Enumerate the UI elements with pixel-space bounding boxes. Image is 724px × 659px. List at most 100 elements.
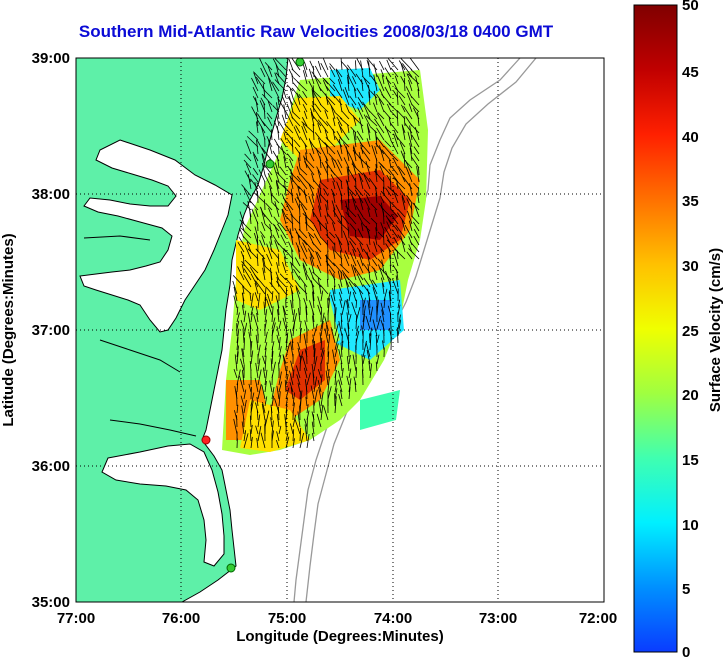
velocity-arrow bbox=[399, 142, 406, 155]
velocity-arrow bbox=[347, 188, 350, 204]
velocity-arrow bbox=[256, 312, 259, 323]
velocity-arrow bbox=[403, 115, 406, 127]
velocity-arrow bbox=[409, 58, 420, 71]
velocity-arrow bbox=[410, 123, 420, 134]
velocity-arrow bbox=[243, 274, 252, 288]
velocity-arrow bbox=[265, 286, 273, 295]
velocity-arrow bbox=[266, 136, 273, 148]
velocity-arrow bbox=[250, 312, 253, 323]
velocity-arrow bbox=[389, 122, 399, 134]
velocity-arrow bbox=[338, 393, 343, 407]
velocity-arrow bbox=[397, 304, 401, 316]
velocity-arrow bbox=[397, 299, 401, 309]
colorbar-tick: 5 bbox=[682, 581, 690, 598]
velocity-arrow bbox=[348, 291, 352, 302]
velocity-arrow bbox=[299, 432, 304, 449]
velocity-arrow bbox=[261, 121, 273, 134]
velocity-arrow bbox=[312, 432, 315, 442]
velocity-arrow bbox=[387, 58, 399, 71]
velocity-arrow bbox=[376, 315, 381, 330]
velocity-arrow bbox=[329, 231, 336, 239]
velocity-arrow bbox=[379, 165, 385, 176]
velocity-arrow bbox=[262, 355, 266, 365]
x-tick-label: 74:00 bbox=[374, 610, 412, 627]
velocity-arrow bbox=[407, 131, 413, 148]
velocity-arrow bbox=[296, 92, 301, 106]
velocity-arrow bbox=[344, 250, 350, 260]
velocity-arrow bbox=[386, 221, 392, 232]
station-hatteras[interactable] bbox=[226, 563, 236, 573]
velocity-arrow bbox=[355, 60, 357, 71]
velocity-arrow bbox=[274, 162, 280, 176]
velocity-arrow bbox=[296, 193, 301, 204]
velocity-arrow bbox=[311, 114, 322, 127]
velocity-arrow bbox=[301, 121, 315, 134]
velocity-arrow bbox=[325, 234, 336, 246]
velocity-arrow bbox=[312, 286, 315, 302]
colorbar-tick: 35 bbox=[682, 193, 699, 210]
velocity-arrow bbox=[389, 290, 392, 302]
velocity-arrow bbox=[249, 292, 252, 302]
velocity-arrow bbox=[374, 146, 378, 155]
velocity-arrow bbox=[290, 188, 294, 204]
velocity-arrow bbox=[413, 146, 420, 155]
velocity-arrow bbox=[269, 380, 273, 393]
velocity-arrow bbox=[317, 188, 322, 204]
velocity-arrow bbox=[236, 306, 239, 316]
velocity-arrow bbox=[377, 112, 385, 120]
velocity-arrow bbox=[345, 201, 350, 218]
velocity-arrow bbox=[274, 224, 280, 239]
velocity-arrow bbox=[236, 369, 241, 386]
velocity-arrow bbox=[384, 140, 392, 148]
velocity-arrow bbox=[373, 170, 385, 183]
velocity-arrow bbox=[310, 108, 315, 120]
river-line bbox=[109, 419, 197, 437]
velocity-arrow bbox=[309, 256, 315, 274]
velocity-arrow bbox=[380, 190, 392, 204]
velocity-arrow bbox=[278, 354, 282, 365]
velocity-arrow bbox=[253, 72, 259, 85]
velocity-arrow bbox=[312, 339, 315, 351]
velocity-arrow bbox=[306, 433, 310, 449]
velocity-arrow bbox=[408, 244, 413, 253]
velocity-arrow bbox=[285, 432, 289, 442]
velocity-arrow bbox=[256, 410, 259, 421]
velocity-arrow bbox=[245, 140, 252, 155]
velocity-arrow bbox=[359, 117, 364, 134]
velocity-arrow bbox=[299, 427, 302, 442]
velocity-arrow bbox=[332, 180, 336, 190]
velocity-arrow bbox=[316, 251, 322, 260]
velocity-arrow bbox=[370, 75, 378, 85]
velocity-arrow bbox=[297, 342, 301, 351]
velocity-arrow bbox=[279, 69, 287, 78]
velocity-arrow bbox=[270, 358, 273, 372]
velocity-arrow bbox=[285, 323, 288, 337]
velocity-arrow bbox=[274, 72, 280, 85]
velocity-arrow bbox=[359, 142, 371, 155]
velocity-arrow bbox=[251, 77, 259, 92]
station-delaware[interactable] bbox=[265, 159, 275, 169]
station-virginia-beach[interactable] bbox=[201, 435, 211, 445]
velocity-arrow bbox=[334, 373, 337, 386]
velocity-arrow bbox=[283, 132, 287, 141]
velocity-arrow bbox=[341, 319, 343, 330]
velocity-arrow bbox=[271, 317, 276, 330]
velocity-arrow bbox=[379, 163, 392, 176]
station-north[interactable] bbox=[295, 58, 305, 67]
velocity-arrow bbox=[257, 425, 262, 442]
velocity-arrow bbox=[334, 111, 343, 120]
velocity-arrow bbox=[276, 155, 280, 169]
velocity-arrow bbox=[278, 320, 282, 330]
velocity-arrow bbox=[351, 163, 364, 176]
velocity-arrow bbox=[410, 69, 420, 78]
velocity-arrow bbox=[363, 174, 371, 190]
velocity-arrow bbox=[266, 112, 273, 120]
velocity-arrow bbox=[313, 233, 322, 246]
velocity-arrow bbox=[270, 248, 280, 260]
velocity-arrow bbox=[316, 264, 322, 274]
velocity-arrow bbox=[367, 300, 371, 316]
velocity-arrow bbox=[296, 196, 308, 211]
velocity-arrow bbox=[314, 65, 322, 78]
velocity-arrow bbox=[233, 295, 238, 309]
velocity-arrow bbox=[334, 360, 338, 372]
